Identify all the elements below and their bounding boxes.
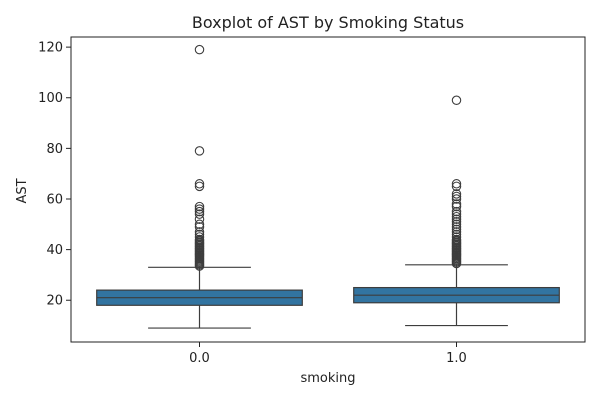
outlier-point: [194, 179, 205, 189]
outlier-point: [451, 222, 462, 232]
outlier-point: [451, 199, 462, 209]
y-tick-label: 80: [46, 142, 63, 157]
y-tick-label: 60: [46, 192, 63, 207]
outlier-point: [451, 258, 462, 269]
outlier-point: [194, 209, 205, 219]
plot-area: [96, 44, 560, 329]
y-axis: 20 40 60 80 100 120: [38, 41, 71, 309]
outlier-point: [451, 211, 462, 222]
x-axis-label: smoking: [300, 371, 355, 386]
outlier-point: [194, 222, 205, 232]
outlier-point: [451, 224, 462, 235]
y-tick-label: 20: [46, 294, 63, 309]
outlier-point: [451, 194, 462, 204]
outlier-point: [451, 209, 462, 219]
y-tick-label: 40: [46, 243, 63, 258]
x-tick-label: 0.0: [189, 351, 210, 366]
outlier-point: [194, 146, 205, 156]
outlier-point: [194, 44, 205, 55]
outlier-point: [451, 181, 462, 192]
box-group-1.0: [353, 95, 560, 327]
x-tick-label: 1.0: [446, 351, 467, 366]
outlier-point: [194, 219, 205, 230]
outlier-point: [451, 206, 462, 217]
outlier-point: [194, 214, 205, 224]
outlier-point: [451, 217, 462, 227]
y-axis-label: AST: [15, 178, 30, 203]
outlier-point: [194, 204, 205, 214]
y-tick-label: 100: [38, 91, 63, 106]
outlier-point: [194, 201, 205, 212]
chart-title: Boxplot of AST by Smoking Status: [192, 13, 464, 32]
outlier-point: [451, 214, 462, 224]
outlier-point: [451, 219, 462, 230]
plot-frame: [70, 36, 586, 343]
box-group-0.0: [96, 44, 303, 329]
y-tick-label: 120: [38, 41, 63, 56]
outlier-point: [194, 261, 205, 271]
outlier-point: [194, 181, 205, 192]
outlier-point: [451, 189, 462, 199]
outlier-point: [451, 179, 462, 189]
outlier-point: [451, 201, 462, 212]
outlier-point: [194, 206, 205, 217]
outlier-point: [451, 191, 462, 202]
outlier-point: [451, 95, 462, 106]
x-axis: 0.0 1.0: [189, 342, 467, 366]
